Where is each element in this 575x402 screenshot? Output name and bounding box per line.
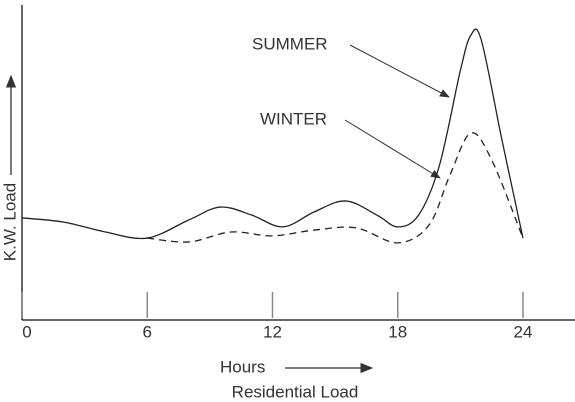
- x-axis-label: Hours: [220, 357, 265, 376]
- x-tick-label: 6: [143, 322, 152, 341]
- label-arrow: [344, 119, 441, 179]
- series-line: [21, 28, 524, 240]
- y-axis-label: K.W. Load: [0, 183, 19, 261]
- chart-title: Residential Load: [232, 382, 359, 401]
- x-tick-label: 18: [388, 322, 407, 341]
- x-tick-label: 0: [22, 322, 31, 341]
- label-arrow: [349, 44, 450, 98]
- series-label: SUMMER: [252, 34, 328, 53]
- x-tick-label: 24: [514, 322, 533, 341]
- x-tick-label: 12: [263, 322, 282, 341]
- series-label: WINTER: [260, 109, 327, 128]
- series-line: [147, 132, 524, 244]
